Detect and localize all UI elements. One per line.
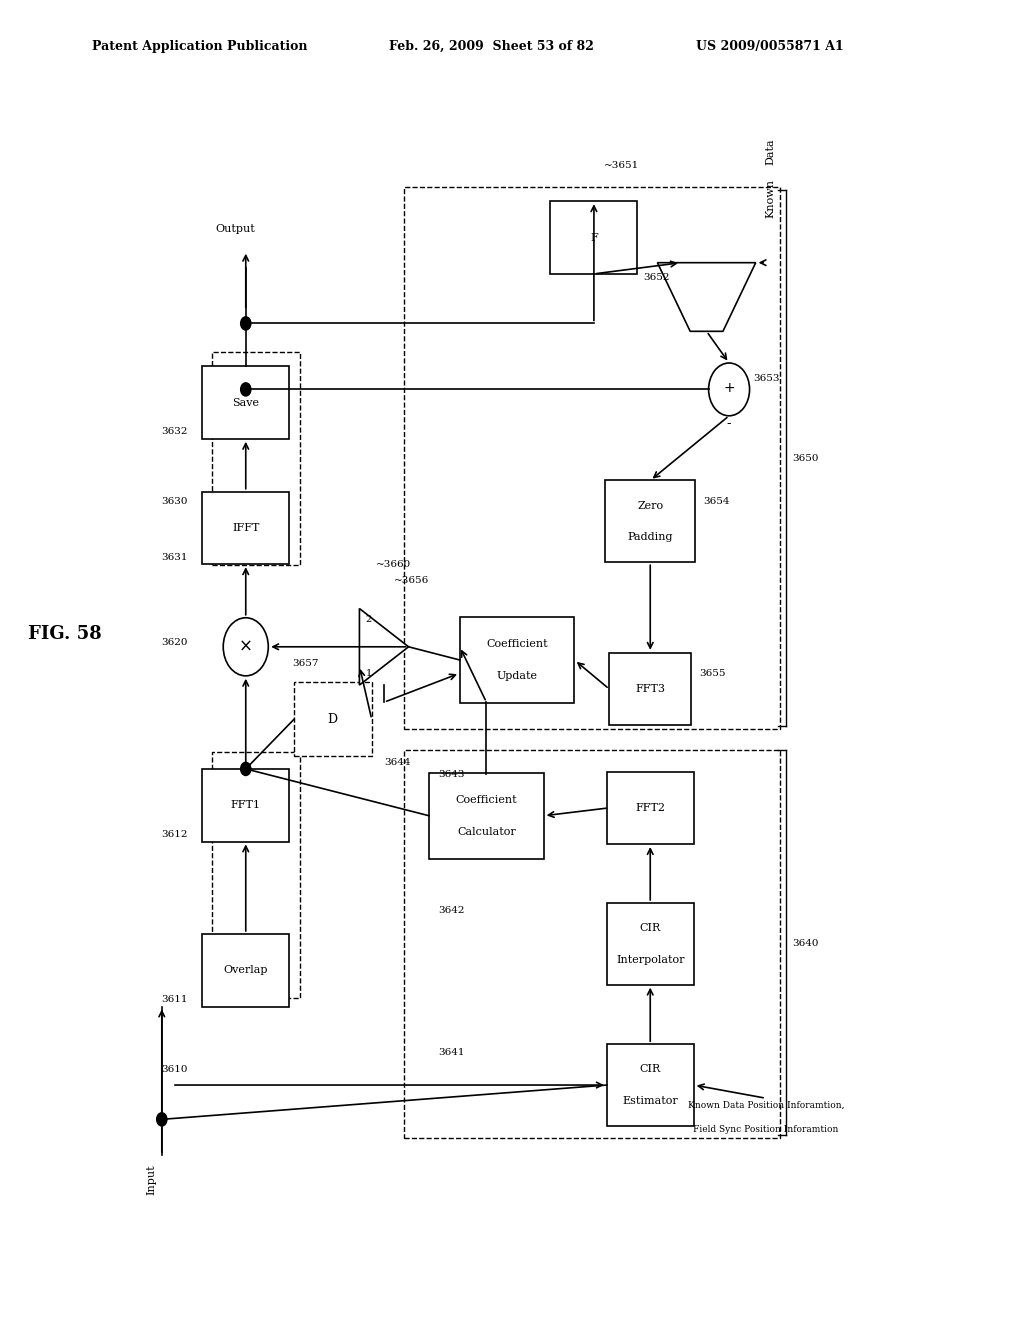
Bar — [404, 187, 780, 729]
FancyBboxPatch shape — [605, 480, 695, 562]
Text: 3630: 3630 — [161, 498, 187, 506]
FancyBboxPatch shape — [202, 366, 289, 438]
Bar — [404, 750, 780, 1138]
Text: 3640: 3640 — [793, 940, 819, 948]
Text: 3642: 3642 — [438, 907, 465, 915]
Circle shape — [157, 1113, 167, 1126]
FancyBboxPatch shape — [606, 1044, 694, 1126]
Text: Padding: Padding — [628, 532, 673, 543]
Text: CIR: CIR — [640, 923, 660, 933]
Text: FFT2: FFT2 — [635, 803, 666, 813]
Text: F: F — [590, 232, 598, 243]
Text: Overlap: Overlap — [223, 965, 268, 975]
Text: Feb. 26, 2009  Sheet 53 of 82: Feb. 26, 2009 Sheet 53 of 82 — [389, 40, 594, 53]
Text: 3611: 3611 — [161, 995, 187, 1003]
Text: 3620: 3620 — [161, 639, 187, 647]
Text: 3657: 3657 — [292, 660, 318, 668]
Text: 1: 1 — [366, 669, 372, 678]
FancyBboxPatch shape — [606, 903, 694, 985]
Text: 3655: 3655 — [699, 669, 726, 677]
Text: FIG. 58: FIG. 58 — [28, 624, 101, 643]
Text: Update: Update — [497, 671, 538, 681]
Text: Data: Data — [765, 139, 775, 165]
Bar — [212, 352, 300, 565]
Text: 3631: 3631 — [161, 553, 187, 561]
Circle shape — [241, 383, 251, 396]
Circle shape — [241, 317, 251, 330]
Text: Known Data Position Inforamtion,: Known Data Position Inforamtion, — [688, 1101, 844, 1110]
Text: IFFT: IFFT — [232, 523, 259, 533]
Text: 3643: 3643 — [438, 771, 465, 779]
FancyBboxPatch shape — [460, 618, 574, 702]
FancyBboxPatch shape — [202, 491, 289, 565]
Text: Calculator: Calculator — [457, 826, 516, 837]
FancyBboxPatch shape — [202, 768, 289, 842]
Text: Output: Output — [216, 223, 255, 234]
FancyBboxPatch shape — [609, 653, 691, 726]
Text: Known: Known — [765, 178, 775, 218]
Polygon shape — [657, 263, 756, 331]
Polygon shape — [359, 609, 409, 685]
Circle shape — [241, 762, 251, 776]
Text: +: + — [723, 381, 735, 395]
Text: 3644: 3644 — [384, 759, 411, 767]
Text: ×: × — [239, 638, 253, 656]
Text: 3654: 3654 — [703, 498, 730, 506]
FancyBboxPatch shape — [429, 772, 544, 858]
Text: Save: Save — [232, 397, 259, 408]
Text: ~3656: ~3656 — [394, 577, 429, 585]
Text: 3612: 3612 — [161, 830, 187, 838]
Text: FFT3: FFT3 — [635, 684, 666, 694]
Text: Input: Input — [146, 1164, 157, 1195]
FancyBboxPatch shape — [606, 771, 694, 845]
Text: Patent Application Publication: Patent Application Publication — [92, 40, 307, 53]
Text: 3650: 3650 — [793, 454, 819, 462]
Text: Field Sync Position Inforamtion: Field Sync Position Inforamtion — [693, 1125, 839, 1134]
Text: Coefficient: Coefficient — [456, 795, 517, 805]
Text: 2: 2 — [366, 615, 372, 624]
Text: Coefficient: Coefficient — [486, 639, 548, 649]
FancyBboxPatch shape — [294, 682, 372, 756]
Text: CIR: CIR — [640, 1064, 660, 1074]
FancyBboxPatch shape — [551, 201, 637, 275]
Text: 3652: 3652 — [643, 273, 670, 281]
Text: ~3651: ~3651 — [604, 161, 639, 169]
Text: Zero: Zero — [637, 500, 664, 511]
Text: -: - — [727, 417, 731, 430]
Text: 3632: 3632 — [161, 428, 187, 436]
Text: 3641: 3641 — [438, 1048, 465, 1056]
Text: Estimator: Estimator — [623, 1096, 678, 1106]
Bar — [212, 752, 300, 998]
Text: D: D — [328, 713, 338, 726]
Text: 3610: 3610 — [161, 1065, 187, 1073]
Text: US 2009/0055871 A1: US 2009/0055871 A1 — [696, 40, 844, 53]
Text: 3653: 3653 — [754, 375, 780, 383]
Text: Interpolator: Interpolator — [616, 954, 684, 965]
FancyBboxPatch shape — [202, 935, 289, 1006]
Text: FFT1: FFT1 — [230, 800, 261, 810]
Text: ~3660: ~3660 — [376, 561, 411, 569]
